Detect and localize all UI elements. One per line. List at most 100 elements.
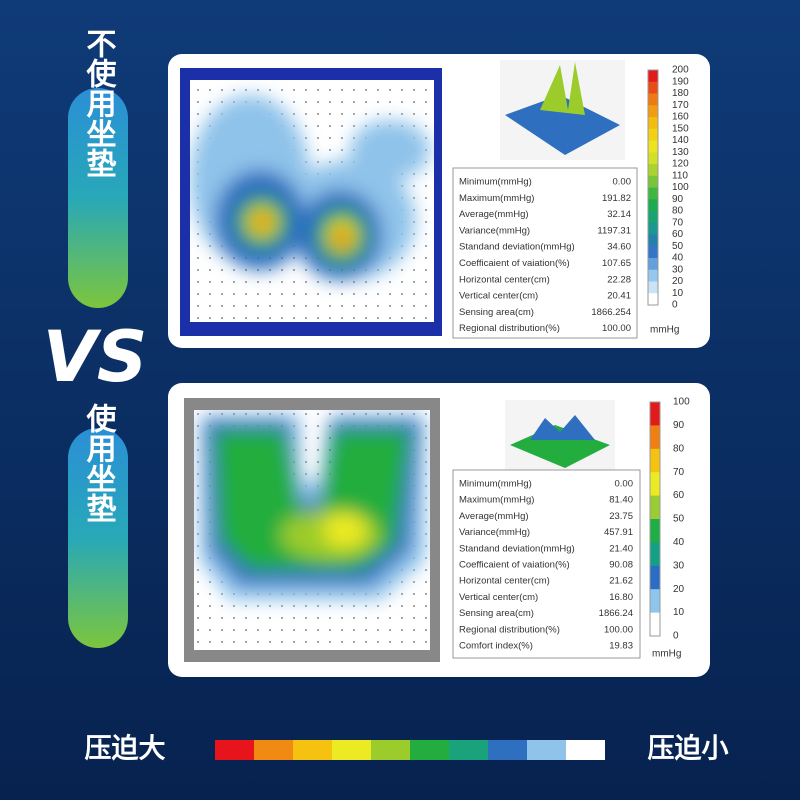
colorbar-tick: 10 <box>672 288 684 299</box>
colorbar-tick: 200 <box>672 65 689 76</box>
colorbar-segment <box>648 211 658 224</box>
colorbar-segment <box>650 402 660 426</box>
colorbar-tick: 30 <box>672 264 684 275</box>
colorbar-segment <box>648 140 658 153</box>
legend-swatch <box>215 740 254 760</box>
stat-value: 21.62 <box>609 576 633 587</box>
colorbar-segment <box>648 93 658 106</box>
stat-value: 1866.254 <box>591 307 631 318</box>
colorbar-tick: 0 <box>673 631 679 642</box>
colorbar-segment <box>648 222 658 235</box>
colorbar-segment <box>650 519 660 543</box>
pill <box>68 428 128 648</box>
colorbar-segment <box>650 472 660 497</box>
stat-value: 22.28 <box>607 274 631 285</box>
colorbar-tick: 90 <box>673 420 685 431</box>
stat-label: Maximum(mmHg) <box>459 495 534 506</box>
legend-swatch <box>488 740 527 760</box>
colorbar-tick: 60 <box>673 490 685 501</box>
stat-value: 100.00 <box>602 323 631 334</box>
label-with: 使用坐垫 <box>81 403 118 523</box>
stat-label: Minimum(mmHg) <box>459 479 532 490</box>
colorbar-tick: 50 <box>673 514 685 525</box>
stat-value: 0.00 <box>613 177 632 188</box>
stat-value: 0.00 <box>615 479 634 490</box>
colorbar-tick: 0 <box>672 300 678 311</box>
colorbar-segment <box>648 246 658 259</box>
colorbar-tick: 20 <box>672 276 684 287</box>
colorbar-tick: 120 <box>672 159 689 170</box>
legend-swatch <box>449 740 488 760</box>
legend-swatch <box>371 740 410 760</box>
heatmap <box>180 60 625 336</box>
colorbar-tick: 50 <box>672 241 684 252</box>
colorbar-segment <box>648 117 658 130</box>
colorbar-segment <box>650 612 660 637</box>
pill <box>68 88 128 308</box>
stat-label: Standand deviation(mmHg) <box>459 543 575 554</box>
colorbar-segment <box>648 293 658 306</box>
colorbar-segment <box>648 269 658 282</box>
colorbar-segment <box>648 70 658 83</box>
stat-value: 1866.24 <box>599 608 633 619</box>
stat-value: 23.75 <box>609 511 633 522</box>
colorbar-frame <box>649 401 661 637</box>
colorbar-segment <box>648 258 658 271</box>
stat-label: Maximum(mmHg) <box>459 193 534 204</box>
stat-label: Average(mmHg) <box>459 209 529 220</box>
vs: VS <box>43 316 148 398</box>
colorbar-segment <box>650 589 660 614</box>
colorbar-segment <box>648 128 658 141</box>
legend-low: 压迫小 <box>648 733 729 765</box>
stat-value: 21.40 <box>609 543 633 554</box>
colorbar-tick: 110 <box>672 170 688 181</box>
stats-box <box>452 469 641 659</box>
colorbar-tick: 20 <box>673 584 685 595</box>
colorbar-segment <box>650 542 660 567</box>
colorbar-segment <box>650 495 660 520</box>
stat-label: Vertical center(cm) <box>459 291 538 302</box>
colorbar-tick: 180 <box>672 88 689 99</box>
colorbar-segment <box>648 234 658 247</box>
stat-value: 16.80 <box>609 592 633 603</box>
stat-label: Vertical center(cm) <box>459 592 538 603</box>
colorbar-segment <box>648 81 658 94</box>
colorbar-tick: 40 <box>672 253 684 264</box>
stat-value: 100.00 <box>604 624 633 635</box>
stats-box <box>452 167 638 339</box>
colorbar-segment <box>648 199 658 212</box>
colorbar-tick: 130 <box>672 147 689 158</box>
stat-value: 20.41 <box>607 291 631 302</box>
stat-value: 32.14 <box>607 209 631 220</box>
stat-label: Variance(mmHg) <box>459 527 530 538</box>
colorbar-tick: 90 <box>672 194 684 205</box>
stat-value: 457.91 <box>604 527 633 538</box>
stat-label: Minimum(mmHg) <box>459 177 532 188</box>
colorbar-segment <box>648 281 658 294</box>
unit: mmHg <box>652 649 681 660</box>
legend-swatch <box>527 740 566 760</box>
colorbar-segment <box>650 448 660 473</box>
colorbar-tick: 70 <box>673 467 685 478</box>
legend-swatch <box>332 740 371 760</box>
colorbar-tick: 100 <box>672 182 689 193</box>
stat-label: Variance(mmHg) <box>459 225 530 236</box>
legend-swatch <box>410 740 449 760</box>
stat-label: Regional distribution(%) <box>459 624 560 635</box>
colorbar-segment <box>650 565 660 590</box>
colorbar-tick: 70 <box>672 217 684 228</box>
heatmap <box>184 398 615 662</box>
colorbar-tick: 170 <box>672 100 689 111</box>
stat-value: 191.82 <box>602 193 631 204</box>
colorbar-tick: 30 <box>673 560 685 571</box>
stat-label: Comfort index(%) <box>459 641 533 652</box>
colorbar-tick: 10 <box>673 607 685 618</box>
colorbar-segment <box>648 175 658 188</box>
colorbar-tick: 40 <box>673 537 685 548</box>
stat-value: 19.83 <box>609 641 633 652</box>
stat-label: Average(mmHg) <box>459 511 529 522</box>
legend-high: 压迫大 <box>85 733 166 765</box>
colorbar-segment <box>648 105 658 118</box>
stat-value: 34.60 <box>607 242 631 253</box>
legend-swatch <box>293 740 332 760</box>
